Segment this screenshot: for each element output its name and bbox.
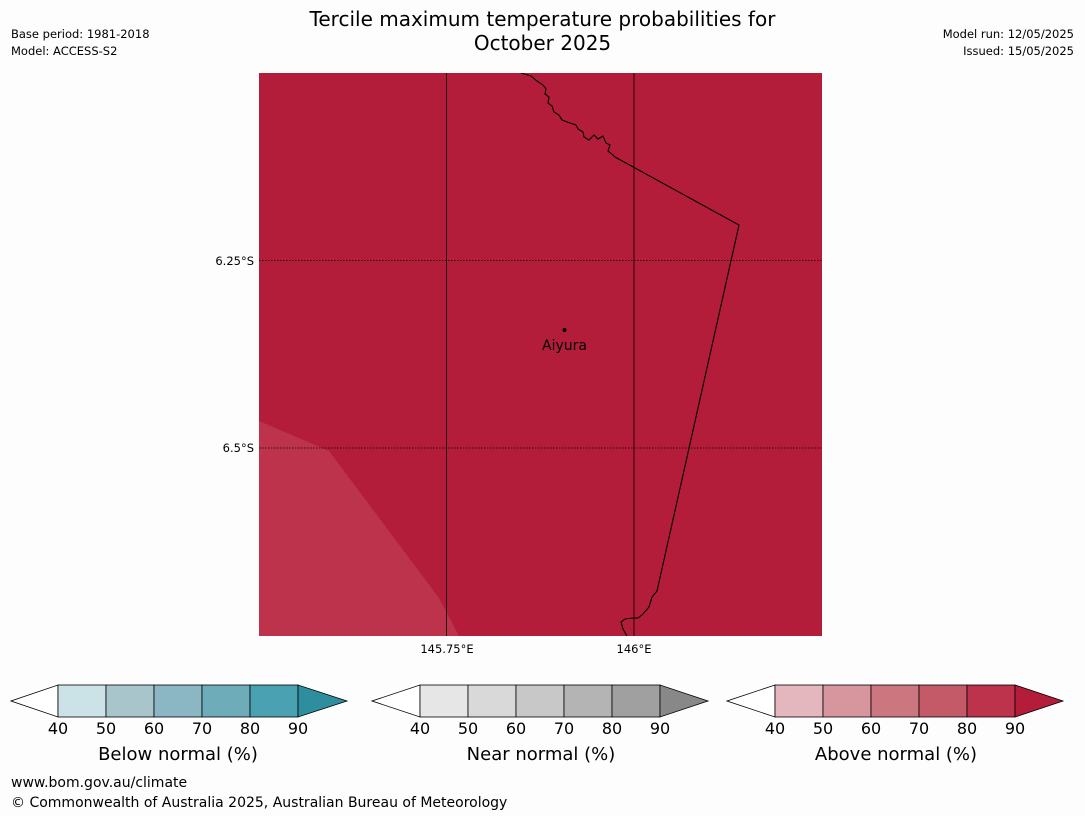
model-run: Model run: 12/05/2025 [942,27,1074,41]
colorbar-below-normal: 40 50 60 70 80 90 Below normal (%) [9,684,350,765]
above-tick-60: 60 [860,719,882,738]
below-tick-90: 90 [287,719,309,738]
near-tick-80: 80 [601,719,623,738]
below-swatch-2 [105,684,155,718]
title-line-2: October 2025 [473,31,612,55]
coastline-border [520,73,740,636]
above-swatch-4 [918,684,968,718]
above-swatch-2 [822,684,872,718]
above-swatch-5 [966,684,1016,718]
colorbar-above-swatches [725,684,1065,718]
below-swatch-0 [9,684,59,718]
longitude-label-145-75: 145.75°E [420,642,474,656]
probability-region-above-80-90 [259,421,459,636]
near-normal-label: Near normal (%) [466,744,616,765]
above-tick-70: 70 [908,719,930,738]
colorbar-above-normal: 40 50 60 70 80 90 Above normal (%) [725,684,1066,765]
near-swatch-0 [370,684,421,718]
above-tick-50: 50 [812,719,834,738]
near-tick-50: 50 [457,719,479,738]
above-tick-90: 90 [1004,719,1026,738]
aiyura-label: Aiyura [542,338,587,354]
title-line-1: Tercile maximum temperature probabilitie… [309,7,776,31]
near-tick-40: 40 [409,719,431,738]
below-swatch-3 [153,684,203,718]
meta-right: Model run: 12/05/2025 Issued: 15/05/2025 [943,26,1074,60]
meta-left: Base period: 1981-2018 Model: ACCESS-S2 [11,26,150,60]
near-swatch-6 [659,684,710,718]
near-swatch-4 [563,684,613,718]
footer-copyright: © Commonwealth of Australia 2025, Austra… [11,795,508,811]
below-swatch-1 [57,684,107,718]
below-tick-80: 80 [239,719,261,738]
below-tick-50: 50 [95,719,117,738]
footer-url[interactable]: www.bom.gov.au/climate [11,775,188,791]
below-swatch-6 [297,684,349,718]
below-tick-40: 40 [47,719,69,738]
below-tick-60: 60 [143,719,165,738]
above-tick-80: 80 [956,719,978,738]
above-swatch-6 [1014,684,1065,718]
base-period: Base period: 1981-2018 [11,27,150,41]
model-name: Model: ACCESS-S2 [11,44,118,58]
issued-date: Issued: 15/05/2025 [963,44,1074,58]
latitude-label-6-5: 6.5°S [222,441,254,455]
colorbar-near-normal: 40 50 60 70 80 90 Near normal (%) [370,684,711,765]
near-swatch-1 [419,684,469,718]
above-tick-40: 40 [764,719,786,738]
above-normal-label: Above normal (%) [814,744,978,765]
above-swatch-0 [725,684,776,718]
above-swatch-3 [870,684,920,718]
longitude-label-146: 146°E [616,642,652,656]
colorbar-near-swatches [370,684,710,718]
above-swatch-1 [774,684,824,718]
chart-title: Tercile maximum temperature probabilitie… [0,7,1085,55]
near-swatch-3 [515,684,565,718]
below-swatch-4 [201,684,251,718]
below-tick-70: 70 [191,719,213,738]
below-swatch-5 [249,684,299,718]
aiyura-marker [562,328,567,332]
below-normal-label: Below normal (%) [98,744,258,765]
near-swatch-2 [467,684,517,718]
near-tick-90: 90 [649,719,671,738]
colorbar-below-swatches [9,684,349,718]
latitude-label-6-25: 6.25°S [215,254,254,268]
forecast-map: Aiyura [259,73,822,636]
near-swatch-5 [611,684,661,718]
near-tick-70: 70 [553,719,575,738]
near-tick-60: 60 [505,719,527,738]
